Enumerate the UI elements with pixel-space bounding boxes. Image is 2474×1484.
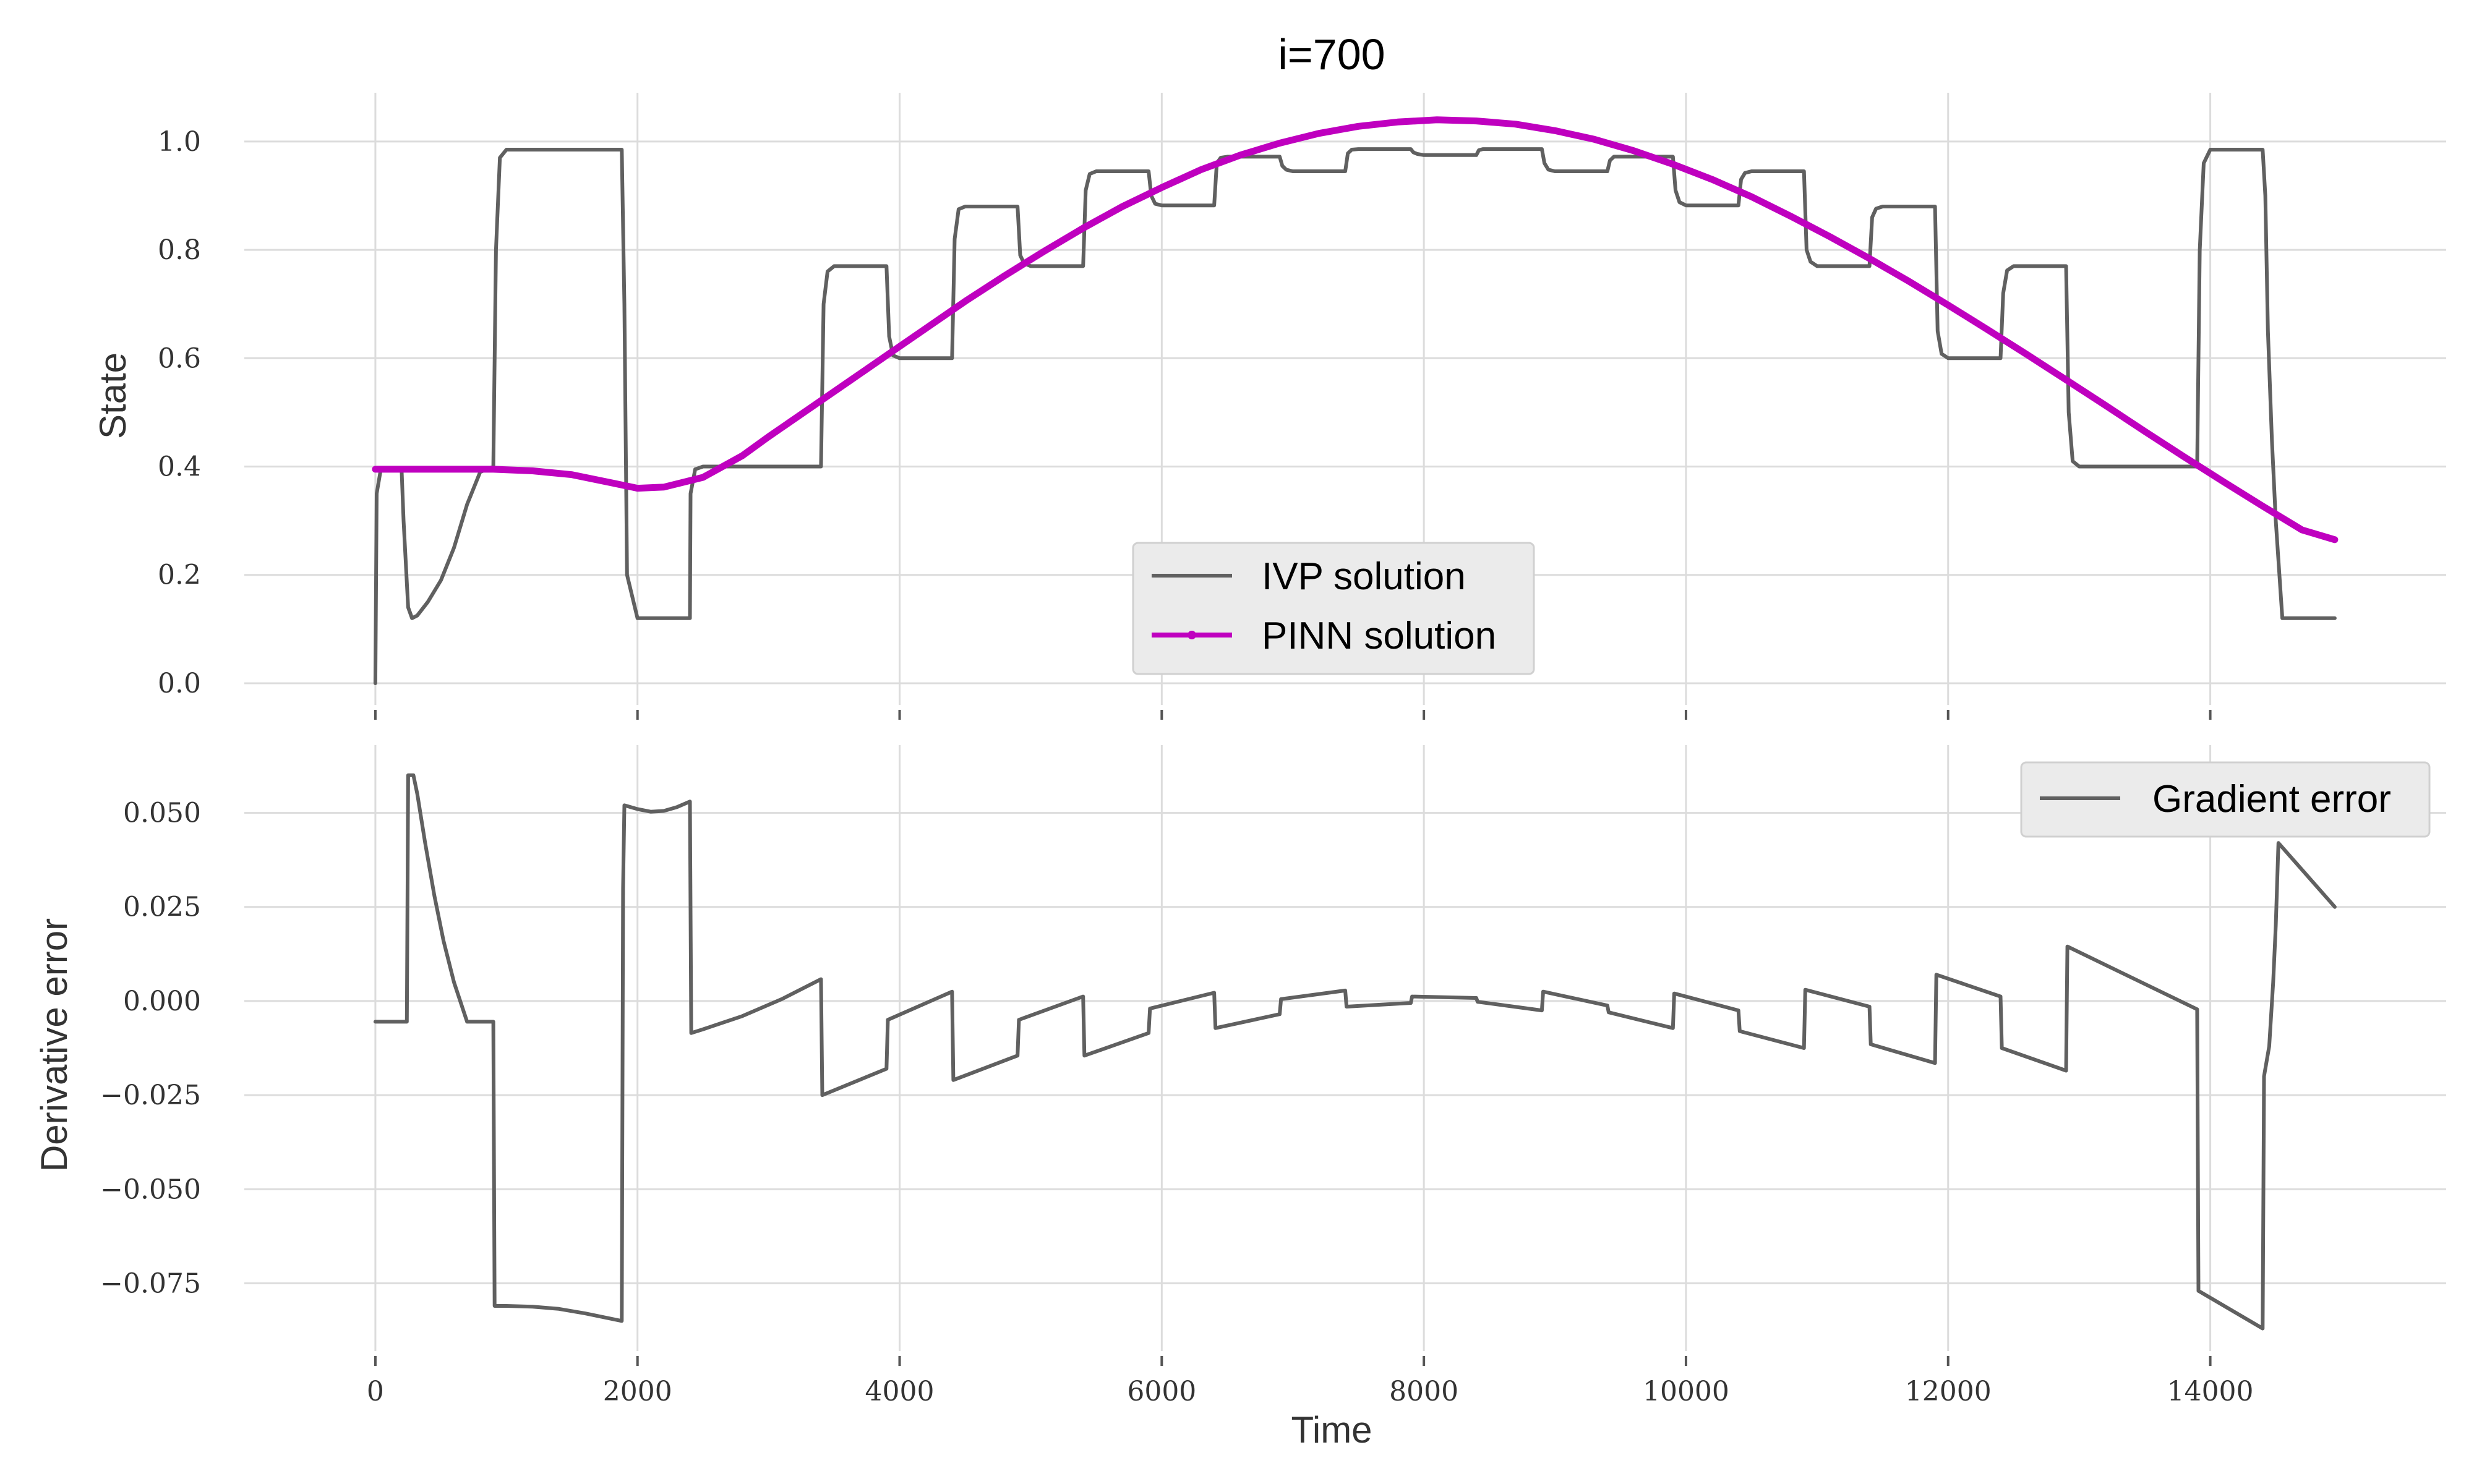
- top-y-tick-label: 0.0: [158, 668, 201, 699]
- x-tick-label: 10000: [1643, 1376, 1729, 1407]
- top-tick-labels: 0.0 0.2 0.4 0.6 0.8 1.0: [158, 126, 2212, 720]
- bottom-y-tick-label: −0.075: [100, 1268, 201, 1299]
- bottom-y-tick-label: 0.025: [123, 892, 201, 923]
- bottom-series-line-1: [373, 773, 2337, 1331]
- x-tick-label: 8000: [1389, 1376, 1458, 1407]
- top-y-tick-label: 0.8: [158, 234, 201, 266]
- top-y-tick-label: 0.2: [158, 560, 201, 591]
- x-tick-label: 12000: [1905, 1376, 1992, 1407]
- top-gridlines: [244, 93, 2446, 705]
- top-series-line-1: [373, 147, 2337, 685]
- chart-title: i=700: [1278, 30, 1385, 79]
- top-series-lines: [372, 116, 2339, 685]
- top-legend-box: [1132, 542, 1535, 675]
- bottom-legend: Gradient error: [2020, 761, 2431, 838]
- x-tick-label: 4000: [865, 1376, 935, 1407]
- x-axis-label: Time: [1291, 1409, 1372, 1451]
- bottom-y-tick-label: −0.050: [100, 1174, 201, 1205]
- top-chart: i=700 State 0.0 0.2 0.4 0.6 0.8 1.0 IVP solut…: [92, 30, 2446, 720]
- bottom-y-tick-label: 0.050: [123, 798, 201, 829]
- x-tick-label: 2000: [603, 1376, 672, 1407]
- top-y-tick-label: 1.0: [158, 126, 201, 158]
- bottom-y-axis-label: Derivative error: [33, 918, 75, 1172]
- bottom-legend-box: [2020, 761, 2431, 838]
- bottom-chart: Derivative error Time 0 2000 4000 6000 8000 1…: [33, 745, 2446, 1451]
- top-series-line-2: [372, 116, 2339, 544]
- top-y-tick-label: 0.4: [158, 451, 201, 483]
- x-tick-label: 0: [367, 1376, 384, 1407]
- bottom-series-lines: [373, 773, 2337, 1331]
- top-y-tick-label: 0.6: [158, 343, 201, 374]
- bottom-y-tick-label: 0.000: [123, 986, 201, 1017]
- x-tick-label: 14000: [2167, 1376, 2254, 1407]
- legend-label-ivp: IVP solution: [1262, 555, 1466, 598]
- legend-marker-pinn: [1188, 631, 1196, 639]
- top-y-axis-label: State: [92, 352, 134, 439]
- bottom-y-tick-label: −0.025: [100, 1080, 201, 1111]
- legend-label-gradient: Gradient error: [2152, 778, 2391, 821]
- bottom-tick-labels: 0 2000 4000 6000 8000 10000 12000 14000 −0.075 −0…: [100, 798, 2253, 1407]
- top-legend: IVP solution PINN solution: [1132, 542, 1535, 675]
- x-tick-label: 6000: [1127, 1376, 1196, 1407]
- legend-label-pinn: PINN solution: [1262, 615, 1496, 657]
